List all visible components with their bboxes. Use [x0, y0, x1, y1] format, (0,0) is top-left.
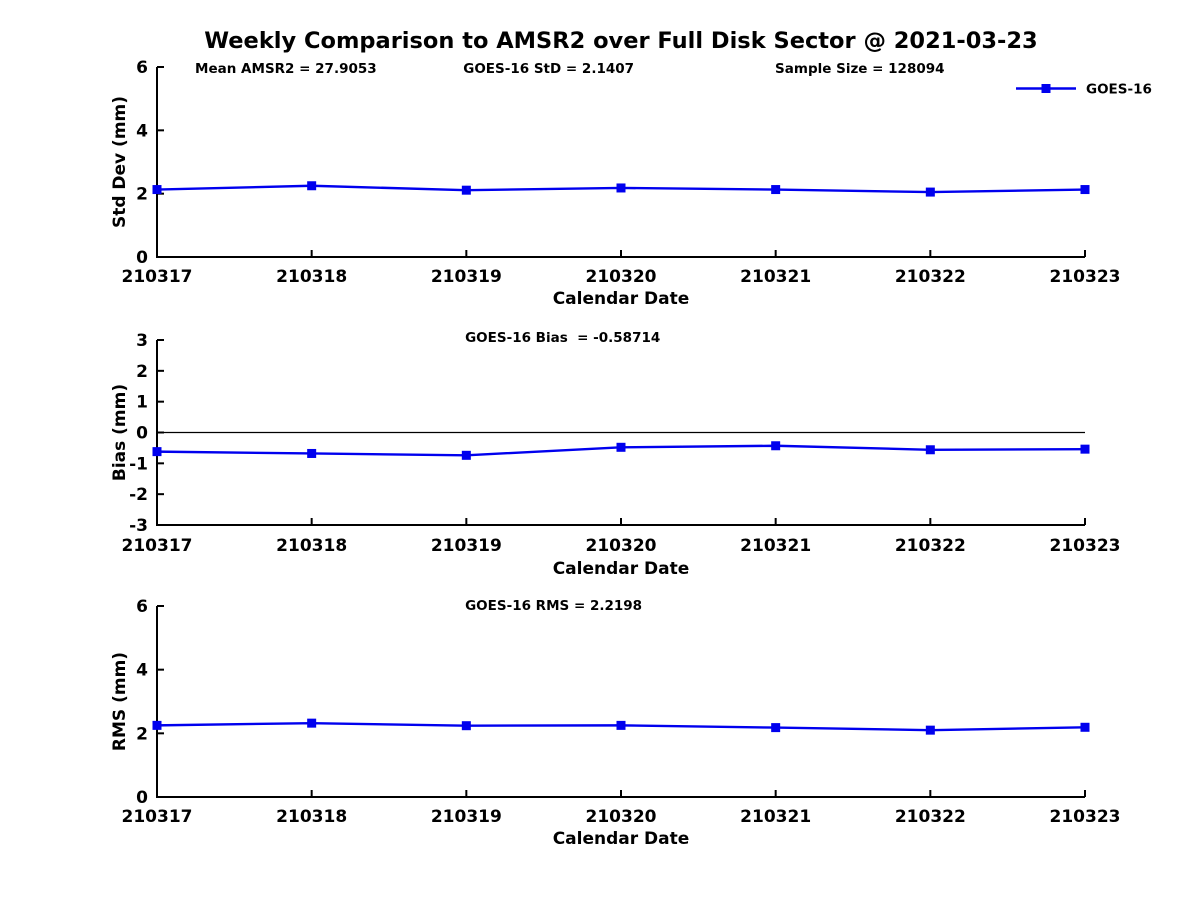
x-tick-label: 210319: [431, 807, 502, 827]
y-tick-label: -3: [129, 516, 148, 536]
axis-spines: [156, 606, 1085, 798]
annotation: GOES-16 Bias = -0.58714: [465, 330, 660, 346]
annotation: GOES-16 RMS = 2.2198: [465, 598, 642, 614]
data-point-marker: [616, 720, 626, 730]
data-point-marker: [771, 723, 781, 733]
y-tick-label: 3: [136, 331, 148, 351]
x-tick-label: 210323: [1050, 807, 1121, 827]
y-tick-label: 4: [136, 661, 148, 681]
data-point-marker: [152, 720, 162, 730]
y-tick-label: 2: [136, 185, 148, 205]
y-tick-label: 2: [136, 724, 148, 744]
data-point-marker: [771, 185, 781, 195]
x-tick-label: 210320: [586, 807, 657, 827]
y-tick-label: -2: [129, 485, 148, 505]
legend-label: GOES-16: [1086, 82, 1152, 98]
y-axis-label: RMS (mm): [110, 652, 130, 751]
x-tick-label: 210317: [122, 536, 193, 556]
x-tick-label: 210317: [122, 807, 193, 827]
x-tick-label: 210319: [431, 536, 502, 556]
y-axis-label: Std Dev (mm): [110, 96, 130, 228]
data-point-marker: [925, 187, 935, 197]
x-tick-label: 210323: [1050, 267, 1121, 287]
y-axis-label: Bias (mm): [110, 384, 130, 481]
data-point-marker: [307, 718, 317, 728]
x-tick-label: 210318: [276, 267, 347, 287]
y-tick-label: 0: [136, 424, 148, 444]
x-tick-label: 210321: [740, 267, 811, 287]
data-point-marker: [771, 441, 781, 451]
annotation: Mean AMSR2 = 27.9053: [195, 61, 377, 77]
y-tick-label: 2: [136, 362, 148, 382]
y-tick-label: 6: [136, 58, 148, 78]
data-point-marker: [616, 183, 626, 193]
annotation: Sample Size = 128094: [775, 61, 944, 77]
legend-marker: [1041, 84, 1051, 93]
y-tick-label: 6: [136, 597, 148, 617]
x-axis-label: Calendar Date: [553, 829, 690, 849]
data-point-marker: [1080, 444, 1090, 454]
data-point-marker: [152, 185, 162, 195]
y-tick-label: 0: [136, 788, 148, 808]
y-tick-label: 4: [136, 121, 148, 141]
x-axis-label: Calendar Date: [553, 289, 690, 309]
data-point-marker: [152, 447, 162, 457]
data-point-marker: [307, 448, 317, 458]
x-tick-label: 210321: [740, 536, 811, 556]
y-tick-label: 1: [136, 393, 148, 413]
axis-spines: [156, 67, 1085, 258]
x-tick-label: 210323: [1050, 536, 1121, 556]
y-tick-label: -1: [129, 454, 148, 474]
data-point-marker: [925, 445, 935, 455]
data-point-marker: [461, 450, 471, 460]
page-title: Weekly Comparison to AMSR2 over Full Dis…: [204, 28, 1038, 54]
x-tick-label: 210322: [895, 536, 966, 556]
data-point-marker: [461, 185, 471, 195]
x-tick-label: 210317: [122, 267, 193, 287]
x-tick-label: 210318: [276, 536, 347, 556]
data-point-marker: [1080, 185, 1090, 195]
x-tick-label: 210320: [586, 267, 657, 287]
x-tick-label: 210318: [276, 807, 347, 827]
data-point-marker: [307, 181, 317, 191]
x-tick-label: 210322: [895, 807, 966, 827]
x-tick-label: 210319: [431, 267, 502, 287]
data-point-marker: [925, 725, 935, 735]
rms-chart: 0 2 4 6 210317 210318 210319 210320 210321 210322…: [110, 597, 1121, 849]
data-point-marker: [616, 442, 626, 452]
data-point-marker: [1080, 722, 1090, 732]
stddev-chart: 0 2 4 6 210317 210318 210319 210320 210321 210322…: [110, 58, 1152, 309]
data-point-marker: [461, 721, 471, 731]
x-tick-label: 210322: [895, 267, 966, 287]
bias-chart: -3 -2 -1 0 1 2 3 210317 210318 210319 210320 210321…: [110, 330, 1121, 579]
y-tick-label: 0: [136, 248, 148, 268]
x-tick-label: 210320: [586, 536, 657, 556]
x-axis-label: Calendar Date: [553, 559, 690, 579]
annotation: GOES-16 StD = 2.1407: [463, 61, 634, 77]
x-tick-label: 210321: [740, 807, 811, 827]
